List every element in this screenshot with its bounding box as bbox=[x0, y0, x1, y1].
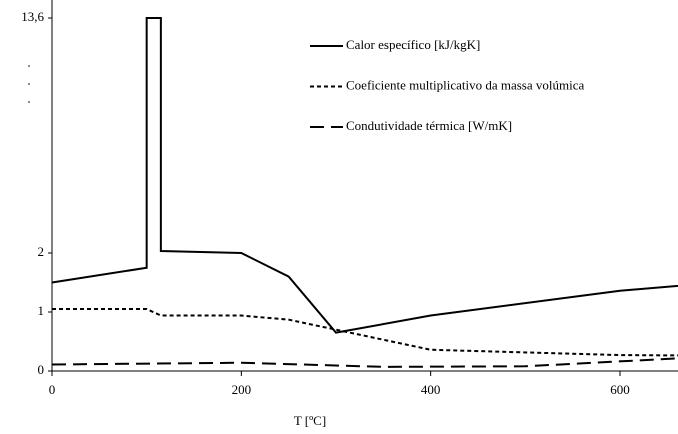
x-tick-label: 400 bbox=[421, 382, 441, 397]
y-tick-label: 0 bbox=[38, 362, 45, 377]
x-tick-label: 600 bbox=[610, 382, 630, 397]
x-tick-label: 200 bbox=[232, 382, 252, 397]
x-axis-label: T [ºC] bbox=[294, 413, 326, 428]
axis-break-dot bbox=[28, 83, 30, 85]
series-line bbox=[52, 308, 678, 357]
series-line bbox=[51, 17, 678, 334]
x-tick-label: 0 bbox=[49, 382, 56, 397]
legend-label: Calor específico [kJ/kgK] bbox=[346, 37, 480, 52]
y-tick-label: 13,6 bbox=[21, 9, 44, 24]
legend-label: Coeficiente multiplicativo da massa volú… bbox=[346, 77, 584, 92]
y-tick-label: 2 bbox=[38, 244, 45, 259]
legend-label: Condutividade térmica [W/mK] bbox=[346, 118, 512, 133]
axis-break-dot bbox=[28, 65, 30, 67]
series-line bbox=[51, 357, 678, 368]
axis-break-dot bbox=[28, 101, 30, 103]
y-tick-label: 1 bbox=[38, 303, 45, 318]
